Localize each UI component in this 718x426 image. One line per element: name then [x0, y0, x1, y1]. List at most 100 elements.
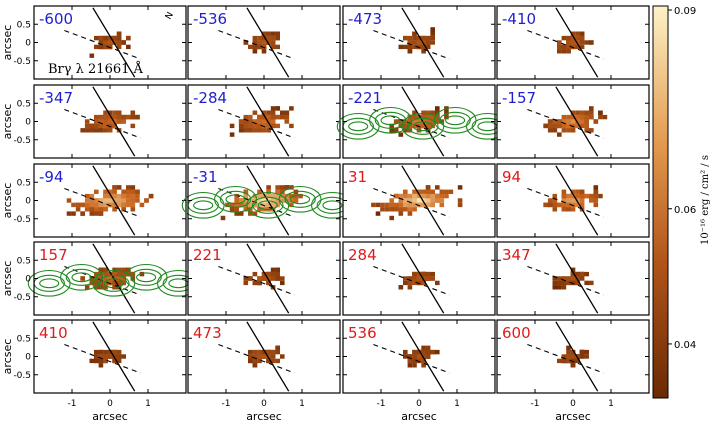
velocity-label: -536: [193, 10, 227, 28]
contour-ring: [369, 106, 412, 134]
emission-pixel: [112, 280, 117, 286]
emission-pixel: [575, 280, 580, 286]
emission-pixel: [444, 110, 449, 115]
emission-pixel: [284, 185, 290, 190]
velocity-label: 284: [348, 246, 377, 264]
emission-pixel: [238, 128, 244, 133]
emission-pixel: [589, 114, 594, 120]
contour-ring: [348, 121, 369, 132]
emission-pixel: [248, 128, 253, 133]
emission-pixel: [261, 40, 267, 45]
emission-pixel: [421, 44, 426, 50]
emission-pixel: [270, 31, 276, 36]
emission-pixel: [266, 123, 271, 129]
emission-pixel: [435, 280, 440, 286]
emission-pixel: [380, 207, 385, 212]
emission-pixel: [257, 119, 262, 124]
emission-pixel: [84, 119, 90, 124]
emission-pixel: [293, 198, 299, 203]
emission-pixel: [398, 119, 404, 124]
emission-pixel: [98, 198, 104, 203]
channel-panel: -94: [33, 163, 187, 238]
emission-pixel: [266, 35, 271, 41]
emission-pixel: [593, 189, 599, 194]
emission-pixel: [80, 211, 85, 216]
emission-pixel: [421, 123, 426, 129]
emission-pixel: [407, 114, 413, 120]
emission-pixel: [116, 119, 122, 124]
emission-pixel: [584, 271, 589, 277]
emission-pixel: [589, 110, 594, 115]
emission-pixel: [439, 202, 445, 208]
emission-pixel: [71, 211, 76, 216]
slit-axis-line: [555, 243, 599, 314]
emission-pixel: [275, 267, 280, 272]
emission-pixel: [98, 119, 104, 124]
emission-pixel: [266, 128, 271, 133]
emission-pixel: [103, 285, 108, 290]
contour-ring: [412, 121, 433, 132]
emission-pixel: [566, 198, 571, 203]
emission-pixel: [257, 207, 262, 212]
emission-pixel: [112, 271, 117, 277]
emission-pixel: [444, 189, 449, 194]
emission-pixel: [425, 354, 431, 359]
emission-pixel: [98, 35, 104, 41]
slit-axis-line: [401, 243, 445, 314]
emission-pixel: [430, 40, 435, 45]
emission-pixel: [266, 358, 271, 364]
channel-panel: -157: [496, 84, 650, 159]
emission-pixel: [266, 280, 271, 286]
slit-axis-line: [92, 165, 136, 236]
emission-pixel: [552, 202, 558, 208]
emission-pixel: [416, 119, 422, 124]
emission-pixel: [557, 49, 562, 54]
emission-pixel: [589, 280, 594, 286]
emission-pixel: [407, 40, 413, 45]
emission-pixel: [98, 358, 104, 364]
slit-axis-line: [401, 165, 445, 236]
emission-pixel: [98, 123, 104, 129]
emission-pixel: [566, 40, 571, 45]
emission-pixel: [584, 110, 589, 115]
channel-panel: -347: [33, 84, 187, 159]
emission-pixel: [266, 119, 271, 124]
emission-pixel: [435, 185, 440, 190]
emission-pixel: [266, 349, 271, 355]
emission-pixel: [570, 267, 576, 272]
emission-pixel: [257, 123, 262, 129]
channel-panel: 410: [33, 319, 187, 394]
channel-panel: 347: [496, 241, 650, 316]
emission-pixel: [112, 349, 117, 355]
emission-pixel: [552, 285, 558, 290]
dashed-axis-line: [373, 187, 450, 218]
emission-pixel: [252, 349, 258, 355]
emission-pixel: [284, 114, 290, 120]
emission-pixel: [407, 198, 413, 203]
emission-pixel: [89, 53, 95, 58]
emission-pixel: [261, 128, 267, 133]
y-axis-label: arcsec: [1, 25, 14, 61]
emission-pixel: [121, 114, 126, 120]
emission-pixel: [579, 31, 585, 36]
emission-pixel: [261, 119, 267, 124]
emission-pixel: [407, 276, 413, 281]
y-tick-label: 0.5: [17, 99, 31, 109]
dashed-axis-line: [64, 29, 141, 60]
emission-pixel: [416, 114, 422, 120]
contour-ring: [103, 278, 124, 289]
emission-pixel: [407, 358, 413, 364]
x-tick-label: 1: [608, 399, 614, 409]
emission-pixel: [126, 198, 131, 203]
contour-ring: [336, 112, 380, 140]
emission-pixel: [121, 189, 126, 194]
emission-pixel: [561, 49, 567, 54]
emission-pixel: [435, 119, 440, 124]
emission-pixel: [103, 128, 108, 133]
emission-pixel: [579, 349, 585, 355]
emission-pixel: [112, 358, 117, 364]
emission-pixel: [280, 110, 285, 115]
emission-pixel: [566, 202, 571, 208]
contour-ring: [246, 191, 290, 219]
colorbar-label: 10⁻¹⁶ erg / cm² / s: [700, 155, 711, 245]
